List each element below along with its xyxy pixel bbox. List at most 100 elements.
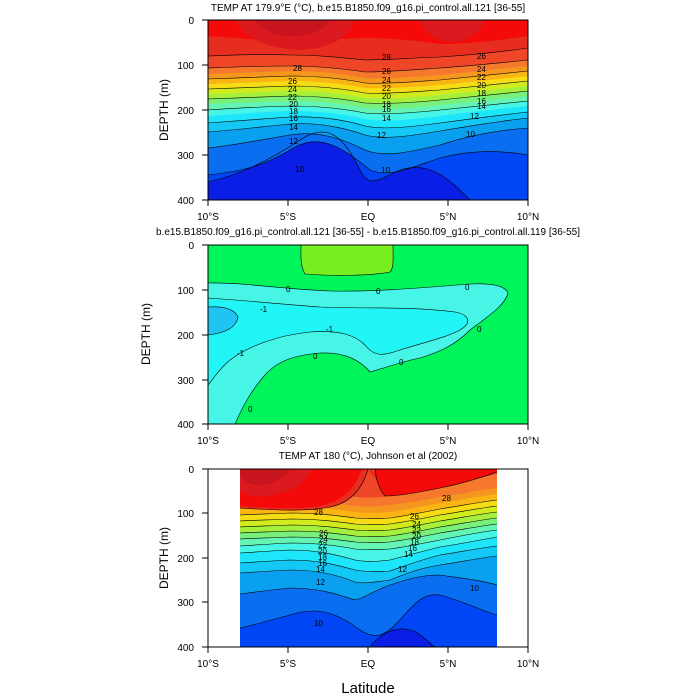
panel-3-observed-temperature: TEMP AT 180 (°C), Johnson et al (2002) D… xyxy=(157,451,539,670)
y-tick-label: 200 xyxy=(177,554,194,565)
contour-label: 26 xyxy=(288,77,297,86)
contour-label: 14 xyxy=(382,114,391,123)
x-tick-label: 10°N xyxy=(517,212,539,223)
panel-1-model-temperature: TEMP AT 179.9°E (°C), b.e15.B1850.f09_g1… xyxy=(157,3,539,223)
contour-label: 26 xyxy=(477,52,486,61)
contour-label: 22 xyxy=(477,73,486,82)
y-tick-label: 300 xyxy=(177,151,194,162)
contour-label: 20 xyxy=(477,81,486,90)
contour-label: 10 xyxy=(470,584,479,593)
x-tick-label: 5°N xyxy=(440,436,457,447)
contour-label: 16 xyxy=(477,97,486,106)
x-axis-label: Latitude xyxy=(341,680,394,697)
contour-label: 18 xyxy=(477,89,486,98)
contour-label: 12 xyxy=(316,578,325,587)
contour-label: 22 xyxy=(412,526,421,535)
contour-label: 18 xyxy=(410,538,419,547)
panel-2-field: 0 0 0 -1 -1 -1 0 0 0 0 xyxy=(208,245,528,424)
contour-label: -1 xyxy=(260,305,268,314)
contour-label: 22 xyxy=(382,84,391,93)
contour-label: 0 xyxy=(376,287,381,296)
x-tick-label: EQ xyxy=(361,436,376,447)
panel-1-field: 28 26 24 22 20 18 16 14 12 10 28 26 24 2… xyxy=(208,20,528,200)
panel-3-field: 28 28 26 24 22 20 18 16 14 12 10 26 24 2… xyxy=(240,469,497,647)
contour-label: 0 xyxy=(313,352,318,361)
x-tick-label: EQ xyxy=(361,212,376,223)
contour-label: 12 xyxy=(398,565,407,574)
x-tick-label: 10°S xyxy=(197,212,219,223)
y-tick-label: 100 xyxy=(177,61,194,72)
contour-label: 24 xyxy=(382,76,391,85)
panel-3-title: TEMP AT 180 (°C), Johnson et al (2002) xyxy=(279,451,458,462)
x-tick-label: 10°S xyxy=(197,659,219,670)
y-tick-label: 400 xyxy=(177,420,194,431)
y-tick-label: 0 xyxy=(188,241,194,252)
panel-3-axes: 10°S 5°S EQ 5°N 10°N 0 100 200 300 400 xyxy=(177,465,539,670)
x-tick-label: 5°S xyxy=(280,212,297,223)
contour-label: 16 xyxy=(408,544,417,553)
contour-label: -1 xyxy=(326,325,334,334)
contour-label: 28 xyxy=(442,494,451,503)
y-tick-label: 100 xyxy=(177,509,194,520)
contour-label: 26 xyxy=(410,512,419,521)
panel-3-contour-labels: 28 28 26 24 22 20 18 16 14 12 10 26 24 2… xyxy=(314,494,479,628)
y-tick-label: 300 xyxy=(177,598,194,609)
panel-2-contour-labels: 0 0 0 -1 -1 -1 0 0 0 0 xyxy=(237,283,482,414)
contour-label: 12 xyxy=(289,137,298,146)
panel-1-contour-labels: 28 26 24 22 20 18 16 14 12 10 28 26 24 2… xyxy=(288,52,486,175)
contour-label: 16 xyxy=(289,114,298,123)
contour-label: 12 xyxy=(377,131,386,140)
contour-label: 12 xyxy=(470,112,479,121)
contour-label: 26 xyxy=(382,67,391,76)
contour-label: -1 xyxy=(237,349,245,358)
contour-label: 20 xyxy=(318,547,327,556)
contour-label: 10 xyxy=(295,165,304,174)
contour-label: 18 xyxy=(289,107,298,116)
contour-label: 14 xyxy=(477,102,486,111)
panel-2-ylabel: DEPTH (m) xyxy=(139,303,153,365)
y-tick-label: 400 xyxy=(177,196,194,207)
panel-1-ylabel: DEPTH (m) xyxy=(157,79,171,141)
contour-label: 16 xyxy=(318,559,327,568)
contour-label: 0 xyxy=(477,325,482,334)
contour-label: 24 xyxy=(319,535,328,544)
contour-label: 24 xyxy=(288,85,297,94)
x-tick-label: 5°N xyxy=(440,212,457,223)
contour-label: 14 xyxy=(316,565,325,574)
y-tick-label: 0 xyxy=(188,465,194,476)
contour-label: 28 xyxy=(314,508,323,517)
y-tick-label: 300 xyxy=(177,376,194,387)
contour-label: 20 xyxy=(382,92,391,101)
contour-label: 18 xyxy=(382,100,391,109)
y-tick-label: 200 xyxy=(177,331,194,342)
y-tick-label: 200 xyxy=(177,106,194,117)
x-tick-label: 5°S xyxy=(280,436,297,447)
contour-label: 22 xyxy=(288,93,297,102)
contour-label: 10 xyxy=(381,166,390,175)
contour-label: 0 xyxy=(248,405,253,414)
panel-3-ylabel: DEPTH (m) xyxy=(157,527,171,589)
y-tick-label: 0 xyxy=(188,16,194,27)
contour-label: 18 xyxy=(318,553,327,562)
contour-label: 0 xyxy=(465,283,470,292)
panel-1-axes: 10°S 5°S EQ 5°N 10°N 0 100 200 300 400 xyxy=(177,16,539,223)
x-tick-label: 5°S xyxy=(280,659,297,670)
contour-label: 28 xyxy=(382,53,391,62)
panel-1-title: TEMP AT 179.9°E (°C), b.e15.B1850.f09_g1… xyxy=(211,3,526,14)
x-tick-label: 5°N xyxy=(440,659,457,670)
x-tick-label: 10°N xyxy=(517,436,539,447)
contour-label: 24 xyxy=(412,520,421,529)
x-tick-label: EQ xyxy=(361,659,376,670)
y-tick-label: 400 xyxy=(177,643,194,654)
y-tick-label: 100 xyxy=(177,286,194,297)
x-tick-label: 10°S xyxy=(197,436,219,447)
contour-label: 20 xyxy=(412,532,421,541)
contour-label: 0 xyxy=(399,358,404,367)
panel-2-title: b.e15.B1850.f09_g16.pi_control.all.121 [… xyxy=(156,227,580,238)
contour-label: 28 xyxy=(293,64,302,73)
contour-label: 26 xyxy=(319,529,328,538)
contour-label: 24 xyxy=(477,65,486,74)
panel-2-axes: 10°S 5°S EQ 5°N 10°N 0 100 200 300 400 xyxy=(177,241,539,447)
panel-2-temperature-difference: b.e15.B1850.f09_g16.pi_control.all.121 [… xyxy=(139,227,580,447)
